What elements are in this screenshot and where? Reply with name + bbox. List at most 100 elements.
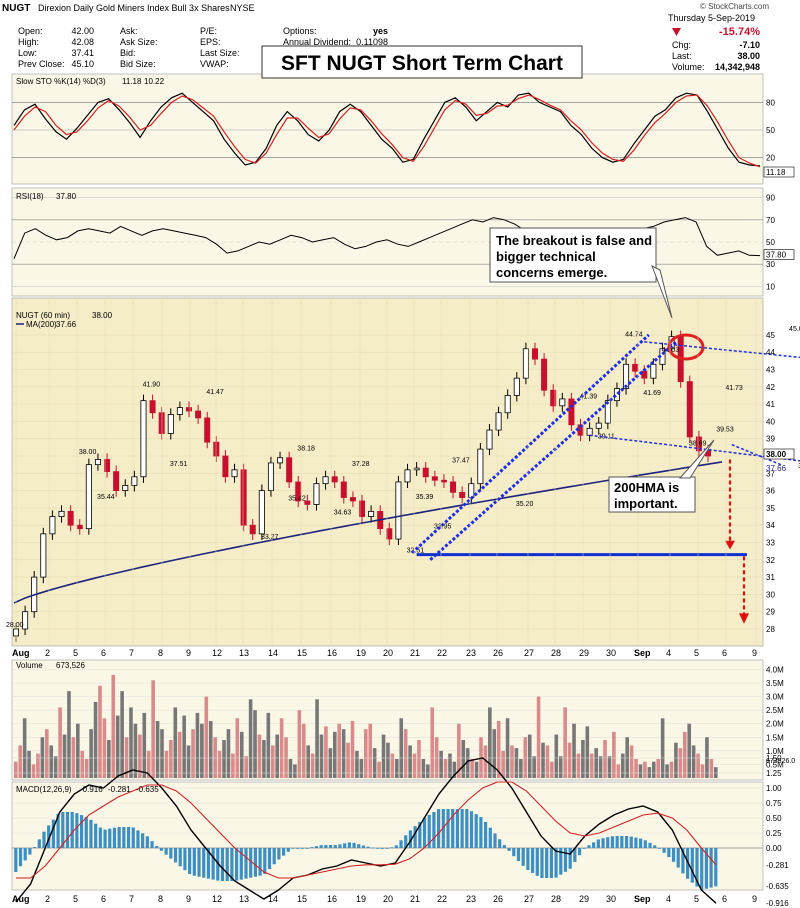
- macd-histogram-bar: [526, 848, 530, 871]
- price-point-label: 34.63: [334, 510, 352, 517]
- volume-bar: [217, 750, 222, 778]
- volume-bar: [186, 745, 191, 778]
- volume-bar: [319, 734, 324, 778]
- macd-histogram-bar: [253, 848, 257, 877]
- price-candle-body: [249, 524, 256, 535]
- price-candle-body: [404, 469, 411, 483]
- macd-histogram-bar: [361, 845, 366, 848]
- volume-bar: [182, 715, 186, 778]
- macd-histogram-bar: [291, 848, 295, 849]
- volume-bar: [160, 729, 164, 778]
- macd-tick-label: -0.281: [766, 861, 789, 870]
- volume-bar: [332, 731, 337, 778]
- sto-k-line: [13, 92, 761, 167]
- volume-bar: [142, 712, 147, 778]
- volume-last-label: 673526.0: [766, 758, 795, 765]
- price-point-label: 38.18: [297, 446, 315, 453]
- volume-bar: [293, 764, 297, 778]
- macd-histogram-bar: [404, 835, 408, 848]
- volume-bar: [443, 759, 448, 778]
- volume-bar: [390, 753, 395, 778]
- price-candle-body: [495, 412, 502, 431]
- last-size-label: Last Size:: [200, 48, 240, 58]
- macd-histogram-bar: [390, 847, 394, 849]
- price-candle-body: [67, 510, 74, 526]
- price-point-label: 37.28: [352, 461, 370, 468]
- x-tick-label: 13: [239, 648, 249, 658]
- volume-tick-label: 2.5M: [766, 706, 784, 715]
- volume-bar: [523, 737, 528, 778]
- price-point-label: 32.51: [407, 548, 425, 555]
- price-candle-body: [104, 459, 111, 472]
- price-point-label: 39.53: [716, 427, 734, 434]
- macd-histogram-bar: [178, 848, 182, 867]
- macd-tick-label: 0.00: [766, 844, 782, 853]
- price-tick-label: 29: [766, 608, 775, 617]
- volume-bar: [248, 699, 253, 778]
- volume-bar: [80, 750, 85, 778]
- volume-bar: [18, 745, 23, 778]
- volume-bar: [651, 761, 656, 778]
- volume-bar: [22, 718, 27, 778]
- volume-bar: [403, 729, 408, 778]
- macd-tick-label: -0.916: [766, 899, 789, 908]
- macd-histogram-bar: [263, 848, 267, 874]
- sto-last-box: [763, 166, 795, 178]
- macd-histogram-bar: [328, 845, 333, 848]
- macd-histogram-bar: [164, 848, 168, 855]
- price-candle-body: [477, 448, 484, 485]
- x-tick-label-bottom: 22: [437, 894, 447, 904]
- forecast-arrow-1-head: [725, 540, 735, 550]
- price-candle-body: [532, 348, 539, 360]
- x-tick-label: 21: [410, 648, 420, 658]
- x-tick-label-bottom: 27: [524, 894, 534, 904]
- volume-bar: [146, 750, 151, 778]
- price-candle-body: [149, 400, 156, 414]
- x-tick-label-bottom: 6: [101, 894, 106, 904]
- ma-label: MA(200): [26, 320, 57, 329]
- x-tick-label: 12: [212, 648, 222, 658]
- volume-bar: [598, 756, 603, 778]
- volume-bar: [328, 748, 333, 778]
- price-candle-body: [76, 524, 83, 530]
- macd-histogram-bar: [56, 813, 60, 848]
- x-tick-label: 14: [268, 648, 278, 658]
- macd-histogram-bar: [296, 848, 300, 849]
- macd-histogram-bar: [375, 848, 380, 849]
- volume-bar: [377, 761, 381, 778]
- x-tick-label-bottom: 4: [666, 894, 671, 904]
- price-value: 38.00: [92, 311, 113, 320]
- price-candle-body: [131, 476, 138, 486]
- macd-line: [15, 757, 717, 904]
- volume-bar: [341, 729, 346, 778]
- volume-bar: [412, 753, 417, 778]
- x-tick-label-bottom: 13: [239, 894, 249, 904]
- macd-histogram-bar: [671, 848, 676, 862]
- volume-bar: [200, 723, 204, 778]
- volume-bar: [714, 767, 718, 778]
- volume-bar: [488, 707, 492, 778]
- price-candle-body: [604, 400, 611, 424]
- volume-bar: [514, 748, 519, 778]
- macd-histogram-bar: [61, 812, 65, 848]
- price-candle-body: [641, 370, 648, 379]
- title-box: [261, 45, 583, 79]
- volume-bar: [594, 748, 598, 778]
- price-candle-body: [40, 533, 47, 578]
- macd-label: MACD(12,26,9): [16, 785, 72, 794]
- volume-bar: [36, 753, 40, 778]
- macd-signal-line: [16, 781, 717, 879]
- macd-histogram-bar: [216, 848, 220, 881]
- volume-bar: [310, 753, 315, 778]
- volume-bar: [612, 731, 616, 778]
- volume-bar: [470, 759, 474, 778]
- macd-histogram-bar: [667, 848, 671, 858]
- price-candle-body: [286, 457, 293, 483]
- price-candle-body: [586, 427, 593, 436]
- sto-tick-label: 50: [766, 126, 775, 135]
- volume-bar: [67, 691, 71, 778]
- volume-tick-label: 3.0M: [766, 693, 784, 702]
- volume-bar: [115, 715, 120, 778]
- macd-histogram-bar: [704, 848, 709, 889]
- volume-bar: [58, 707, 62, 778]
